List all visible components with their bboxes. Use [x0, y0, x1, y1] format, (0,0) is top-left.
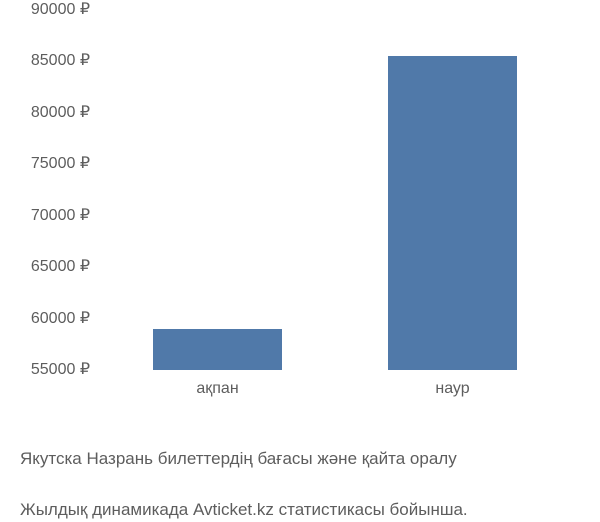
chart-caption: Якутска Назрань билеттердің бағасы және …: [20, 420, 468, 522]
y-tick-label: 80000 ₽: [0, 105, 90, 121]
y-tick-label: 85000 ₽: [0, 53, 90, 69]
y-tick-label: 75000 ₽: [0, 156, 90, 172]
bar: [388, 56, 517, 370]
y-tick-label: 70000 ₽: [0, 208, 90, 224]
x-tick-label: ақпан: [196, 380, 238, 398]
y-tick-label: 60000 ₽: [0, 311, 90, 327]
x-tick-label: наур: [435, 380, 469, 398]
caption-line-1: Якутска Назрань билеттердің бағасы және …: [20, 449, 457, 468]
y-tick-label: 55000 ₽: [0, 362, 90, 378]
caption-line-2: Жылдық динамикада Avticket.kz статистика…: [20, 500, 468, 519]
price-bar-chart: 55000 ₽ 60000 ₽ 65000 ₽ 70000 ₽ 75000 ₽ 80000…: [0, 10, 580, 410]
bars-container: [100, 10, 570, 370]
y-tick-label: 90000 ₽: [0, 2, 90, 18]
bar: [153, 329, 282, 370]
y-tick-label: 65000 ₽: [0, 259, 90, 275]
